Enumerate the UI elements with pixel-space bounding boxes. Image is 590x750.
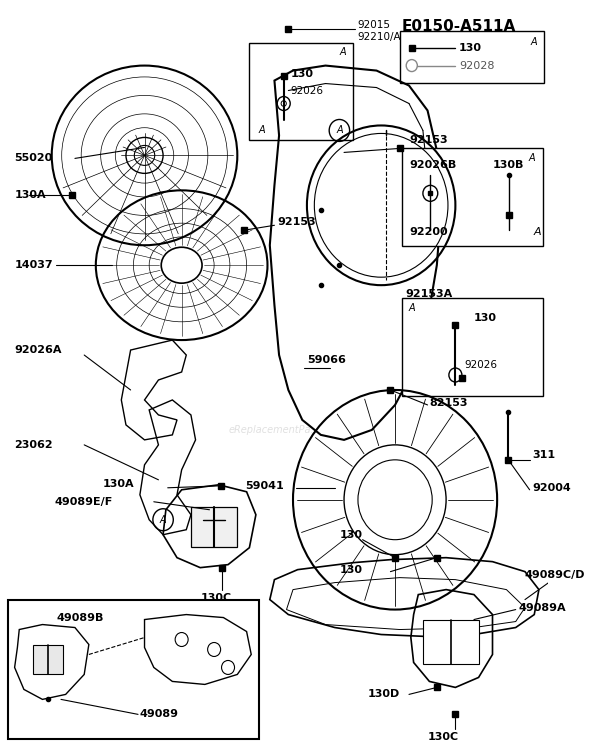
Text: 130: 130 [474,313,497,323]
Text: 92153A: 92153A [405,290,453,299]
Text: 130A: 130A [15,190,46,200]
Text: 49089A: 49089A [519,602,566,613]
Text: 130: 130 [290,68,313,79]
Text: 130: 130 [339,530,362,540]
Text: 92028: 92028 [459,61,494,70]
Text: 130A: 130A [103,478,135,489]
Text: 59066: 59066 [307,355,346,365]
Text: 49089E/F: 49089E/F [54,496,113,507]
Text: 49089: 49089 [140,710,179,719]
Bar [402,148,543,246]
Bar [33,644,63,674]
Text: 92153: 92153 [409,136,448,146]
Text: eReplacementPa...: eReplacementPa... [228,425,320,435]
Text: 130: 130 [459,43,482,52]
Text: A: A [160,514,166,525]
Text: 92026B: 92026B [409,160,456,170]
Bar [191,507,237,547]
Bar [8,599,258,740]
Text: 92210/A: 92210/A [357,32,401,42]
Text: 49089B: 49089B [57,613,104,622]
Text: 49089C/D: 49089C/D [525,570,585,580]
Text: 130D: 130D [367,689,399,700]
Text: A: A [336,125,343,136]
Text: 92026A: 92026A [15,345,62,355]
Text: 14037: 14037 [15,260,53,270]
Text: A: A [530,37,537,46]
Text: 92015: 92015 [357,20,390,30]
Text: A: A [533,227,541,237]
Ellipse shape [161,248,202,284]
Text: E0150-A511A: E0150-A511A [402,19,516,34]
Text: 130: 130 [339,565,362,574]
Text: 130C: 130C [428,732,458,742]
Text: 23062: 23062 [15,440,53,450]
Text: 59041: 59041 [245,481,284,490]
Text: 92004: 92004 [532,483,571,493]
Bar [402,298,543,396]
Bar [423,620,478,664]
Text: A: A [409,303,415,313]
Text: 130C: 130C [200,592,231,602]
Text: 92026: 92026 [465,360,498,370]
Text: 92200: 92200 [409,227,448,237]
Text: A: A [339,46,346,56]
Text: 130B: 130B [493,160,524,170]
Text: A: A [258,125,266,136]
Text: 92026: 92026 [290,86,323,95]
Text: 92153: 92153 [277,217,316,227]
Text: 55020: 55020 [15,154,53,164]
Text: 82153: 82153 [430,398,468,408]
Text: A: A [529,154,535,164]
Text: 311: 311 [532,450,556,460]
Bar [399,31,543,82]
Bar [250,43,353,140]
